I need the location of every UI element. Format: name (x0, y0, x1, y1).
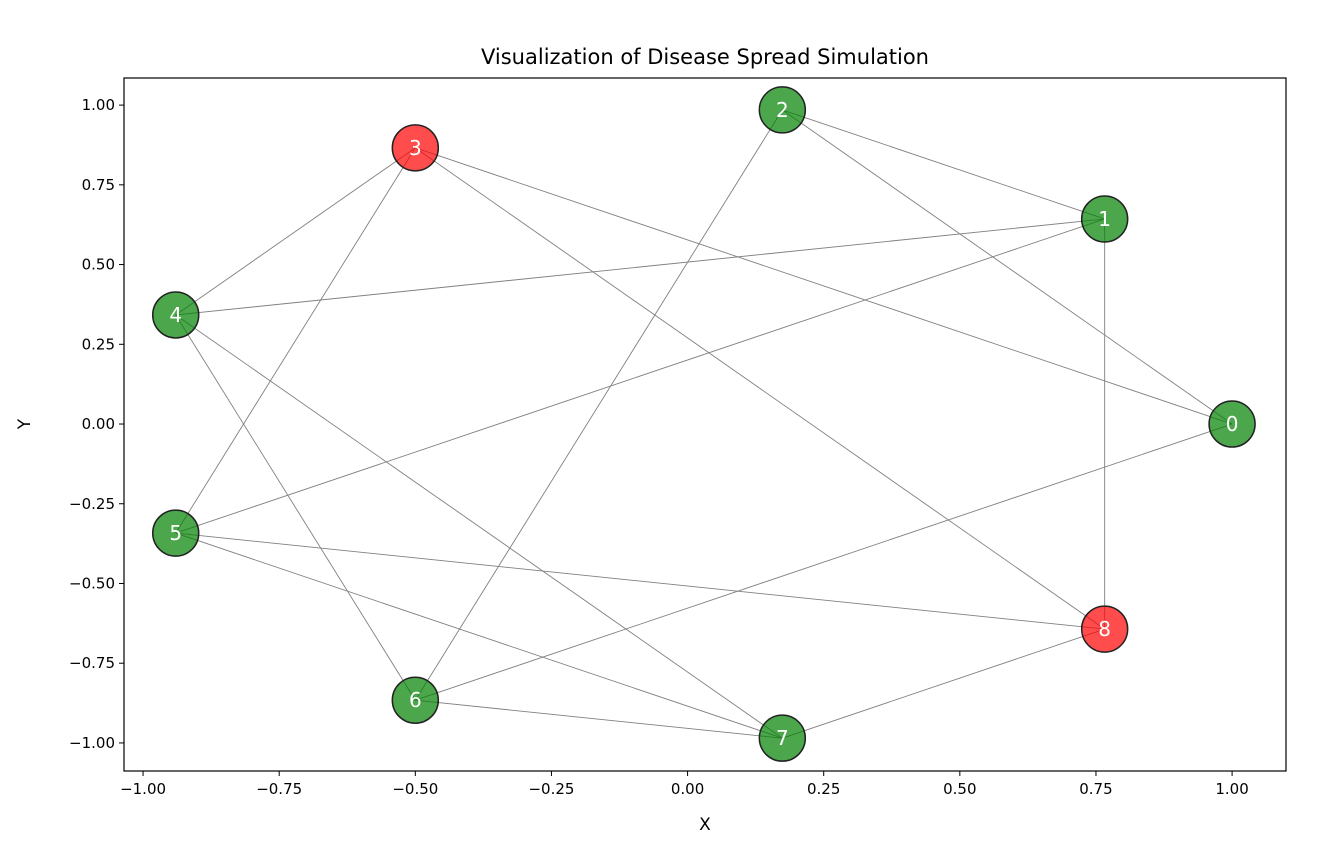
edge-2-6 (414, 109, 783, 701)
node-label: 8 (1098, 617, 1111, 641)
chart-title: Visualization of Disease Spread Simulati… (481, 45, 929, 69)
y-tick-label: 0.50 (82, 256, 115, 274)
node-1: 1 (1080, 195, 1129, 243)
y-tick-label: −1.00 (69, 734, 115, 752)
y-tick-label: 0.25 (82, 335, 115, 353)
x-tick-label: 0.50 (943, 780, 976, 798)
edge-3-5 (175, 147, 416, 534)
node-circle (758, 86, 807, 134)
node-label: 3 (409, 136, 422, 160)
node-circle (391, 124, 440, 172)
edges-layer (175, 109, 1233, 739)
node-7: 7 (758, 714, 807, 762)
node-6: 6 (391, 676, 440, 724)
node-0: 0 (1208, 400, 1256, 448)
edge-4-7 (175, 314, 783, 739)
edge-1-4 (175, 218, 1105, 316)
plot-frame (123, 77, 1287, 772)
edge-5-8 (175, 532, 1105, 630)
edge-2-1 (782, 109, 1105, 220)
y-axis-label: Y (15, 418, 35, 430)
edge-6-7 (415, 699, 783, 739)
node-5: 5 (151, 509, 200, 557)
y-tick-label: 1.00 (82, 96, 115, 114)
edge-2-0 (782, 109, 1233, 425)
node-label: 2 (776, 98, 789, 122)
node-label: 1 (1098, 207, 1111, 231)
edge-3-4 (175, 147, 416, 316)
node-circle (391, 676, 440, 724)
x-tick-label: 0.25 (807, 780, 840, 798)
node-label: 7 (776, 726, 789, 750)
edge-1-5 (175, 218, 1105, 534)
x-tick-label: −1.00 (120, 780, 166, 798)
x-tick-label: 0.75 (1079, 780, 1112, 798)
node-circle (1080, 605, 1129, 653)
node-label: 0 (1226, 412, 1239, 436)
x-axis-label: X (699, 815, 711, 835)
node-4: 4 (151, 291, 200, 339)
y-tick-label: −0.25 (69, 495, 115, 513)
node-label: 6 (409, 688, 422, 712)
edge-5-7 (175, 532, 783, 739)
node-2: 2 (758, 86, 807, 134)
y-tick-label: 0.75 (82, 176, 115, 194)
edge-7-8 (782, 628, 1105, 739)
node-circle (151, 291, 200, 339)
node-label: 5 (169, 521, 182, 545)
node-circle (1208, 400, 1256, 448)
y-tick-label: −0.50 (69, 574, 115, 592)
node-circle (758, 714, 807, 762)
edge-3-0 (415, 147, 1233, 425)
edge-6-0 (415, 423, 1233, 701)
y-tick-label: −0.75 (69, 654, 115, 672)
node-label: 4 (169, 303, 182, 327)
x-tick-label: −0.50 (392, 780, 438, 798)
x-axis: −1.00 −0.75 −0.50 −0.25 0.00 0.25 0.50 0.75 1.00 (120, 771, 1249, 798)
y-tick-label: 0.00 (82, 415, 115, 433)
node-8: 8 (1080, 605, 1129, 653)
x-tick-label: 0.00 (671, 780, 704, 798)
nodes-layer: 0 1 2 3 4 5 6 7 8 (151, 86, 1256, 762)
edge-4-6 (175, 314, 416, 701)
x-tick-label: −0.25 (528, 780, 574, 798)
node-3: 3 (391, 124, 440, 172)
edge-3-8 (415, 147, 1105, 630)
y-axis: −1.00 −0.75 −0.50 −0.25 0.00 0.25 0.50 0.75 1.00 (69, 96, 124, 752)
node-circle (1080, 195, 1129, 243)
x-tick-label: −0.75 (256, 780, 302, 798)
node-circle (151, 509, 200, 557)
x-tick-label: 1.00 (1215, 780, 1248, 798)
